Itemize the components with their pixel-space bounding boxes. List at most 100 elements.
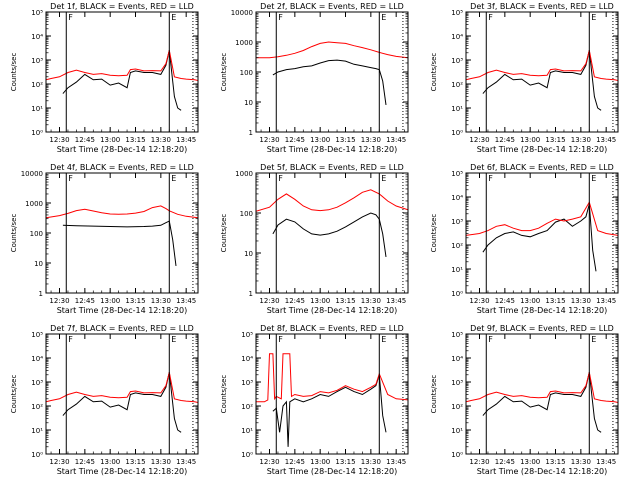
x-tick-label: 13:45 (176, 136, 196, 144)
x-tick-label: 13:30 (571, 297, 591, 305)
x-tick-label: 12:30 (259, 297, 279, 305)
y-tick-label: 10⁴ (31, 33, 43, 41)
y-tick-label: 10⁵ (451, 9, 463, 17)
x-tick-label: 13:30 (571, 136, 591, 144)
y-tick-label: 10² (31, 81, 43, 89)
x-tick-label: 13:45 (386, 458, 406, 466)
y-tick-label: 1000 (25, 200, 43, 208)
x-tick-label: 13:00 (310, 297, 330, 305)
chart-title: Det 6f, BLACK = Events, RED = LLD (470, 163, 614, 172)
x-tick-label: 12:45 (495, 136, 515, 144)
chart-panel: Det 6f, BLACK = Events, RED = LLD F E 10⁰ 10… (430, 163, 619, 315)
x-tick-label: 12:45 (75, 297, 95, 305)
events-series-line (482, 372, 602, 433)
chart-panel: Det 4f, BLACK = Events, RED = LLD F E 1 10 10… (10, 163, 199, 315)
y-axis-label: Counts/sec (10, 53, 18, 92)
x-tick-label: 13:15 (335, 458, 355, 466)
lld-series-line (466, 201, 618, 236)
x-tick-label: 13:15 (125, 458, 145, 466)
x-axis-label: Start Time (28-Dec-14 12:18:20) (477, 145, 608, 154)
events-series-line (482, 50, 602, 111)
y-tick-label: 10¹ (451, 266, 463, 274)
chart-panel: Det 5f, BLACK = Events, RED = LLD F E 1 10 10… (220, 163, 409, 315)
y-tick-label: 10⁴ (31, 355, 43, 363)
marker-label: F (68, 335, 73, 344)
y-tick-label: 10 (34, 260, 43, 268)
chart-title: Det 3f, BLACK = Events, RED = LLD (470, 2, 614, 11)
lld-series-line (256, 353, 408, 403)
x-tick-label: 12:30 (259, 136, 279, 144)
chart-panel: Det 3f, BLACK = Events, RED = LLD F E 10⁰ 10… (430, 2, 619, 154)
x-tick-label: 12:45 (285, 297, 305, 305)
x-tick-label: 12:30 (469, 136, 489, 144)
marker-label: F (488, 13, 493, 22)
marker-label: E (591, 13, 596, 22)
x-axis-label: Start Time (28-Dec-14 12:18:20) (267, 467, 398, 476)
x-tick-label: 12:45 (285, 458, 305, 466)
x-tick-label: 13:45 (176, 297, 196, 305)
marker-label: F (68, 13, 73, 22)
x-tick-label: 13:30 (361, 458, 381, 466)
x-axis-label: Start Time (28-Dec-14 12:18:20) (477, 467, 608, 476)
marker-label: F (278, 13, 283, 22)
y-tick-label: 10⁰ (451, 451, 463, 459)
marker-label: F (278, 335, 283, 344)
x-tick-label: 13:00 (520, 136, 540, 144)
x-tick-label: 12:45 (75, 458, 95, 466)
marker-label: E (381, 13, 386, 22)
x-tick-label: 12:30 (259, 458, 279, 466)
lld-series-line (256, 41, 408, 59)
y-tick-label: 10² (31, 403, 43, 411)
y-tick-label: 10⁵ (451, 170, 463, 178)
x-tick-label: 12:45 (495, 458, 515, 466)
y-tick-label: 10⁰ (451, 129, 463, 137)
x-tick-label: 13:00 (520, 458, 540, 466)
plot-frame (465, 333, 619, 455)
chart-title: Det 9f, BLACK = Events, RED = LLD (470, 324, 614, 333)
x-tick-label: 12:30 (49, 297, 69, 305)
y-tick-label: 10⁴ (451, 194, 463, 202)
x-tick-label: 12:45 (75, 136, 95, 144)
y-tick-label: 10000 (231, 9, 253, 17)
marker-label: E (171, 335, 176, 344)
y-axis-label: Counts/sec (430, 53, 438, 92)
y-tick-label: 10⁴ (451, 355, 463, 363)
x-tick-label: 13:30 (151, 136, 171, 144)
events-series-line (62, 220, 177, 266)
y-axis-label: Counts/sec (220, 53, 228, 92)
y-tick-label: 10⁰ (31, 129, 43, 137)
y-axis-label: Counts/sec (220, 375, 228, 414)
y-tick-label: 1 (249, 290, 253, 298)
y-tick-label: 10000 (21, 170, 43, 178)
x-axis-label: Start Time (28-Dec-14 12:18:20) (57, 145, 188, 154)
y-tick-label: 10 (244, 250, 253, 258)
lld-series-line (466, 50, 618, 81)
chart-title: Det 1f, BLACK = Events, RED = LLD (50, 2, 194, 11)
y-axis-label: Counts/sec (430, 214, 438, 253)
x-axis-label: Start Time (28-Dec-14 12:18:20) (267, 145, 398, 154)
plot-frame (45, 333, 199, 455)
plot-frame (45, 172, 199, 294)
events-series-line (482, 204, 597, 272)
marker-label: E (591, 335, 596, 344)
x-tick-label: 12:30 (49, 136, 69, 144)
x-tick-label: 13:45 (596, 458, 616, 466)
lld-series-line (46, 205, 198, 219)
y-axis-label: Counts/sec (430, 375, 438, 414)
y-tick-label: 10² (451, 81, 463, 89)
x-tick-label: 13:00 (310, 136, 330, 144)
y-tick-label: 10³ (451, 379, 463, 387)
y-tick-label: 10⁰ (451, 290, 463, 298)
x-axis-label: Start Time (28-Dec-14 12:18:20) (477, 306, 608, 315)
marker-label: E (171, 13, 176, 22)
y-tick-label: 10¹ (451, 105, 463, 113)
x-tick-label: 13:45 (386, 297, 406, 305)
chart-title: Det 5f, BLACK = Events, RED = LLD (260, 163, 404, 172)
lld-series-line (466, 372, 618, 403)
x-tick-label: 13:45 (176, 458, 196, 466)
x-tick-label: 13:30 (151, 458, 171, 466)
x-tick-label: 13:15 (125, 136, 145, 144)
y-tick-label: 10² (451, 242, 463, 250)
x-tick-label: 12:30 (469, 458, 489, 466)
marker-label: F (488, 335, 493, 344)
